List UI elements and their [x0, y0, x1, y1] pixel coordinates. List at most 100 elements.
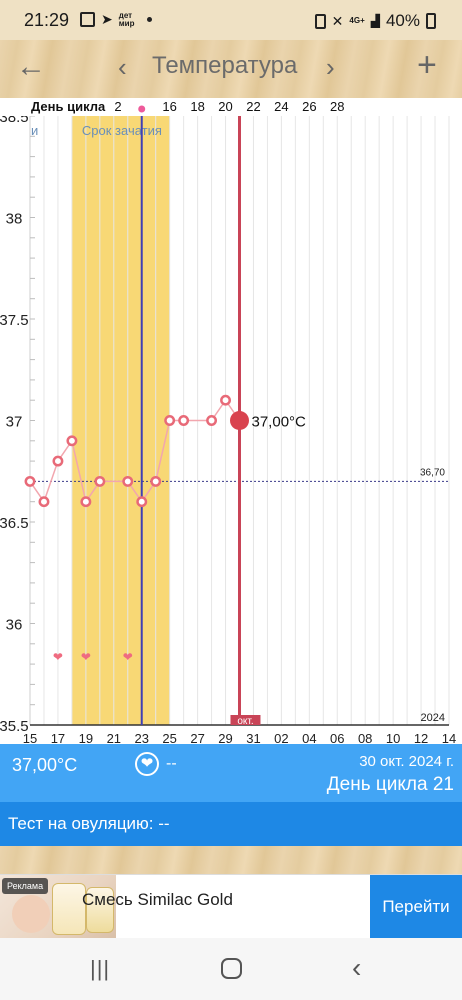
coverline-label: 36,70 — [420, 467, 445, 478]
baby-image — [12, 895, 50, 933]
temperature-point — [24, 475, 36, 487]
selected-temperature: 37,00°C — [12, 755, 78, 775]
system-nav-bar: ||| ‹ — [0, 938, 462, 1000]
period-marker — [138, 105, 146, 113]
battery-level: 40% — [385, 11, 420, 30]
temperature-point — [178, 415, 190, 426]
telegram-icon: ➤ — [101, 11, 113, 27]
ad-go-button[interactable]: Перейти — [370, 875, 462, 939]
x-tick-label: 10 — [386, 731, 400, 744]
cycle-day-label: 2 — [114, 99, 121, 114]
ovulation-test-label: Тест на овуляцию: -- — [8, 814, 170, 833]
fertile-window-label: Срок зачатия — [82, 123, 162, 138]
x-tick-label: 23 — [134, 731, 148, 744]
chevron-right-icon[interactable]: › — [326, 52, 335, 82]
month-label-bg — [230, 715, 261, 725]
x-tick-label: 27 — [190, 731, 204, 744]
x-tick-label: 17 — [51, 731, 65, 744]
dm-icon: дет мир — [118, 10, 135, 28]
status-bar: 21:29 ➤ дет мир ✕ 4G+ ▟ 40% — [0, 0, 462, 40]
back-icon[interactable]: ‹ — [352, 952, 362, 983]
ad-headline[interactable]: Смесь Similac Gold — [82, 890, 233, 909]
more-dot-icon — [146, 17, 152, 22]
y-tick-label: 37 — [6, 414, 23, 431]
x-tick-label: 15 — [23, 731, 37, 744]
cycle-day-label: 28 — [330, 99, 344, 114]
heart-icon: ❤ — [123, 650, 133, 664]
x-tick-label: 04 — [302, 731, 316, 744]
temperature-point — [38, 496, 50, 508]
cycle-day-label: 20 — [218, 99, 232, 114]
cycle-day-label: 26 — [302, 99, 316, 114]
x-tick-label: 19 — [79, 731, 93, 744]
fertile-window — [71, 116, 170, 725]
home-icon[interactable] — [221, 958, 242, 979]
cycle-day-label: 22 — [246, 99, 260, 114]
cycle-day-label: 16 — [162, 99, 176, 114]
gallery-icon — [80, 12, 95, 27]
heart-value: -- — [166, 755, 177, 772]
cycle-header-label: День цикла — [31, 99, 106, 114]
selected-temperature-label: 37,00°C — [252, 414, 307, 431]
product-can-image — [86, 887, 114, 933]
ad-badge: Реклама — [2, 878, 49, 894]
page-title: Температура — [152, 52, 298, 79]
fertile-window-label-edge: и — [31, 123, 38, 138]
x-tick-label: 21 — [107, 731, 121, 744]
temperature-point — [136, 496, 148, 508]
cycle-day-label: 18 — [190, 99, 204, 114]
chevron-left-icon[interactable]: ‹ — [118, 52, 127, 82]
network-type: 4G+ — [349, 16, 365, 25]
year-label: 2024 — [421, 712, 445, 724]
status-notification-icons: ➤ дет мир — [80, 11, 152, 28]
heart-icon[interactable]: ❤ — [135, 752, 159, 776]
y-tick-label: 36.5 — [0, 515, 29, 532]
y-tick-label: 36 — [6, 617, 23, 634]
arrow-left-icon[interactable]: ← — [16, 50, 46, 83]
x-tick-label: 29 — [218, 731, 232, 744]
cycle-header-row — [0, 98, 462, 116]
x-tick-label: 08 — [358, 731, 372, 744]
x-tick-label: 25 — [162, 731, 176, 744]
battery-icon — [426, 13, 436, 29]
info-bar: 37,00°C ❤ -- 30 окт. 2024 г. День цикла … — [0, 744, 462, 802]
temperature-point — [80, 496, 92, 508]
x-tick-label: 31 — [246, 731, 260, 744]
nfc-icon — [314, 13, 326, 29]
temperature-point — [150, 475, 162, 487]
cycle-day: День цикла 21 — [326, 774, 454, 795]
cycle-day-label: 24 — [274, 99, 288, 114]
temperature-point — [122, 475, 134, 487]
x-tick-label: 02 — [274, 731, 288, 744]
temperature-point — [220, 394, 231, 406]
temperature-chart[interactable]: 38.5 38 37.5 37 36.5 36 35.5 15 17 19 21 23 25 27 29 31… — [0, 98, 462, 746]
temperature-point — [66, 435, 78, 447]
temperature-point — [52, 455, 64, 467]
y-tick-label: 35.5 — [0, 718, 29, 735]
ad-image[interactable]: Реклама — [0, 875, 116, 939]
heart-icon: ❤ — [53, 650, 63, 664]
temperature-point — [164, 415, 176, 426]
status-system-icons: ✕ 4G+ ▟ 40% — [314, 11, 436, 31]
y-tick-label: 37.5 — [0, 312, 29, 329]
app-bar: ← ‹ Температура › + — [0, 40, 462, 98]
status-time: 21:29 — [24, 10, 70, 30]
plus-icon[interactable]: + — [417, 46, 437, 84]
mute-icon: ✕ — [331, 12, 344, 29]
signal-icon: ▟ — [370, 14, 380, 28]
product-can-image — [52, 883, 86, 935]
recents-icon[interactable]: ||| — [90, 956, 111, 981]
ovulation-test-bar[interactable]: Тест на овуляцию: -- — [0, 802, 462, 846]
ad-banner[interactable]: Реклама Смесь Similac Gold Перейти — [0, 874, 462, 939]
temperature-point — [206, 415, 218, 426]
selected-temperature-point — [230, 411, 249, 430]
heart-icon: ❤ — [81, 650, 91, 664]
wood-strip — [0, 846, 462, 874]
selected-date: 30 окт. 2024 г. — [359, 753, 454, 770]
x-tick-label: 14 — [442, 731, 456, 744]
x-tick-label: 12 — [414, 731, 428, 744]
temperature-point — [94, 475, 106, 487]
x-tick-label: 06 — [330, 731, 344, 744]
